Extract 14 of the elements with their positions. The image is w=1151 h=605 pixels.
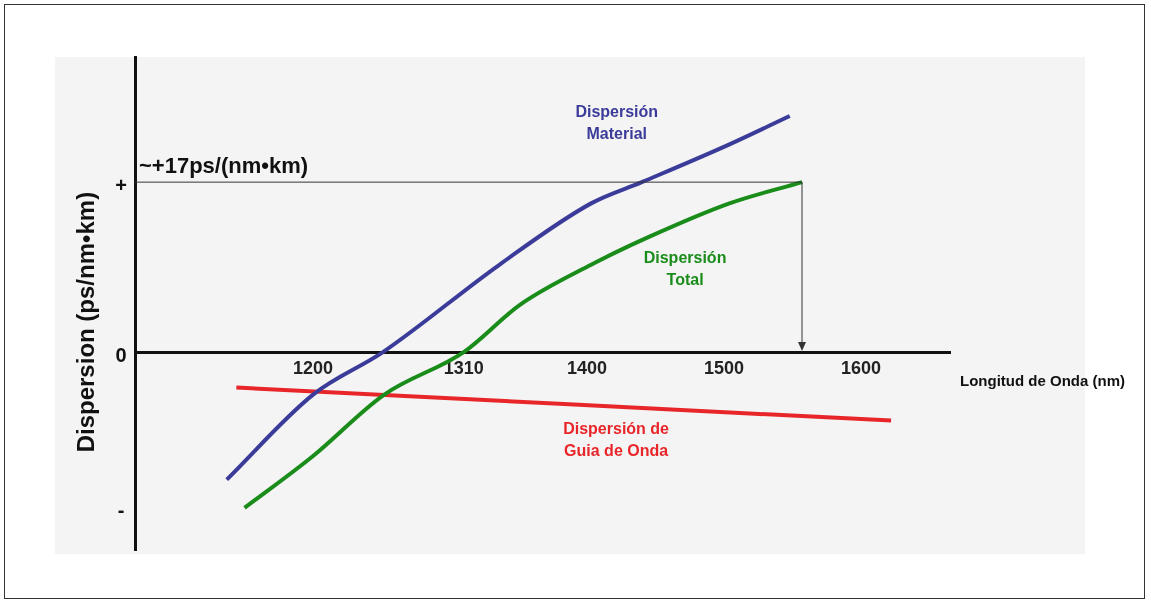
y-axis-title: Dispersion (ps/nm•km) <box>71 191 99 453</box>
text: 0 <box>115 343 127 366</box>
x-axis-title: Longitud de Onda (nm) <box>960 372 1125 390</box>
series-label: Dispersión de Guia de Onda <box>563 419 670 459</box>
series-label: Dispersión Total <box>643 248 727 288</box>
x-tick-label: 1600 <box>840 357 881 378</box>
x-tick-label: 1310 <box>443 357 484 378</box>
series-label: Dispersión Material <box>575 103 659 143</box>
x-tick-label: 1200 <box>293 357 334 378</box>
text: - <box>117 499 125 522</box>
x-tick-label: 1500 <box>703 357 745 378</box>
ref-line-label: ~+17ps/(nm•km) <box>139 153 309 179</box>
text: + <box>115 173 127 196</box>
x-tick-label: 1400 <box>566 357 608 378</box>
